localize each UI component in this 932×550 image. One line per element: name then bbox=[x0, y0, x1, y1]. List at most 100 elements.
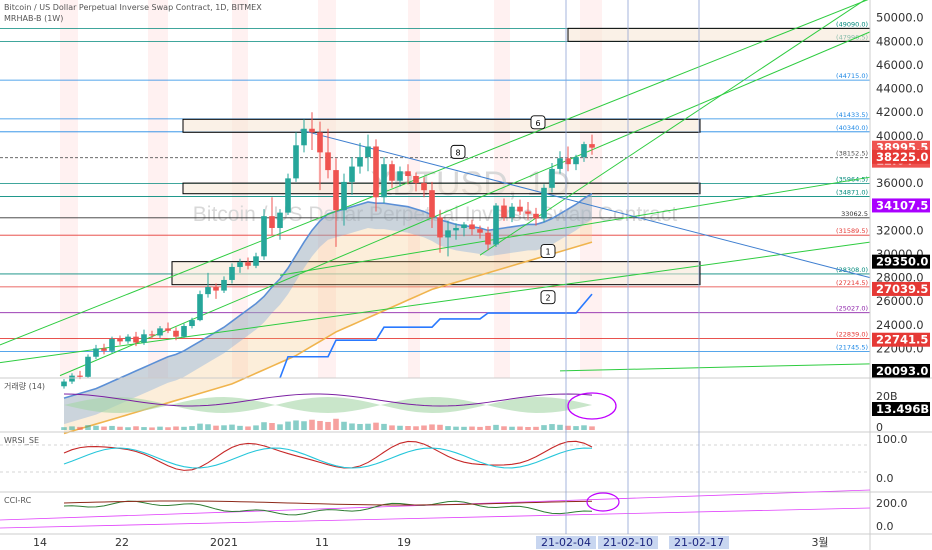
candle-3 bbox=[85, 354, 91, 378]
candle-body bbox=[413, 176, 419, 184]
volume-circle-mark bbox=[567, 392, 617, 420]
candle-body bbox=[197, 294, 203, 321]
volume-flag-bg bbox=[872, 402, 930, 416]
candle-29 bbox=[293, 132, 299, 182]
candle-body bbox=[141, 334, 147, 343]
volume-bar bbox=[589, 426, 595, 430]
candle-body bbox=[509, 206, 515, 218]
time-highlight-bg bbox=[598, 536, 658, 549]
time-label-6: 3월 bbox=[811, 536, 828, 549]
volume-bar bbox=[205, 424, 211, 430]
price-flag-text: 22741.5 bbox=[876, 333, 928, 347]
cci-tick-1: 0.0 bbox=[876, 520, 894, 533]
candle-body bbox=[477, 229, 483, 233]
candle-56 bbox=[509, 203, 515, 223]
candle-36 bbox=[349, 157, 355, 195]
candle-body bbox=[325, 152, 331, 171]
time-label-0: 14 bbox=[33, 536, 47, 549]
level-label-0: (49090.0) bbox=[836, 20, 868, 28]
candle-26 bbox=[269, 197, 275, 236]
time-highlight-2: 21-02-17 bbox=[669, 0, 729, 549]
candle-body bbox=[269, 216, 275, 228]
volume-bar bbox=[381, 423, 387, 430]
volume-bar bbox=[261, 422, 267, 430]
price-flag-text: 34107.5 bbox=[876, 198, 928, 212]
ema-band bbox=[64, 193, 592, 434]
candle-60 bbox=[541, 184, 547, 223]
candle-18 bbox=[205, 272, 211, 298]
candle-body bbox=[133, 336, 139, 343]
volume-signal bbox=[63, 393, 593, 407]
volume-bar bbox=[229, 424, 235, 430]
candle-6 bbox=[109, 336, 115, 354]
level-label-5: (38152.5) bbox=[836, 150, 868, 158]
candle-37 bbox=[357, 142, 363, 174]
volume-flag-text: 13.496B bbox=[876, 402, 929, 416]
price-flag-2: 38225.0 bbox=[872, 149, 930, 164]
volume-bar bbox=[517, 426, 523, 430]
price-tick-11: 42000.0 bbox=[876, 105, 924, 119]
zone-box-3 bbox=[567, 27, 871, 42]
wrsi-label: WRSI_SE bbox=[4, 436, 39, 445]
candle-55 bbox=[501, 198, 507, 221]
candle-1 bbox=[69, 373, 75, 384]
series-line-ema-fast bbox=[63, 193, 593, 399]
callout-box bbox=[450, 144, 466, 159]
candle-body bbox=[565, 158, 571, 165]
price-flag-text: 29350.0 bbox=[876, 255, 928, 269]
candle-body bbox=[117, 339, 123, 342]
green-trendline-5 bbox=[559, 363, 871, 372]
volume-bar bbox=[525, 426, 531, 430]
candle-51 bbox=[469, 219, 475, 236]
candle-32 bbox=[317, 121, 323, 191]
volume-bar bbox=[277, 424, 283, 430]
candle-25 bbox=[261, 209, 267, 260]
level-label-11: (27214.5) bbox=[836, 279, 868, 287]
candle-21 bbox=[229, 263, 235, 284]
volume-bar bbox=[557, 424, 563, 430]
cci-trend-1 bbox=[0, 507, 871, 529]
volume-bar bbox=[573, 426, 579, 430]
volume-bar bbox=[333, 418, 339, 430]
candle-63 bbox=[565, 146, 571, 172]
candle-49 bbox=[453, 223, 459, 240]
candle-body bbox=[181, 326, 187, 337]
volume-bar bbox=[301, 421, 307, 430]
candle-48 bbox=[445, 220, 451, 257]
candle-body bbox=[429, 190, 435, 218]
candle-16 bbox=[189, 317, 195, 329]
price-tick-4: 28000.0 bbox=[876, 271, 924, 285]
volume-bar bbox=[69, 426, 75, 430]
candle-40 bbox=[381, 157, 387, 204]
zones bbox=[171, 27, 871, 286]
candles bbox=[61, 112, 595, 389]
wrsi-panel: WRSI_SE 100.0 0.0 bbox=[0, 433, 908, 485]
candle-body bbox=[253, 256, 259, 266]
price-flag-7: 20093.0 bbox=[872, 363, 930, 378]
volume-bar bbox=[477, 426, 483, 430]
volume-label: 거래량 (14) bbox=[4, 381, 45, 391]
candle-24 bbox=[253, 252, 259, 269]
volume-panel: 거래량 (14) 20B 0 13.496B bbox=[4, 381, 930, 434]
candle-body bbox=[285, 178, 291, 213]
candle-59 bbox=[533, 207, 539, 226]
candle-19 bbox=[213, 283, 219, 299]
candle-52 bbox=[477, 225, 483, 239]
candle-body bbox=[205, 287, 211, 295]
price-flag-bg bbox=[872, 281, 930, 296]
volume-bar bbox=[77, 426, 83, 430]
candle-body bbox=[237, 262, 243, 267]
cci-tick-0: 200.0 bbox=[876, 497, 908, 510]
volume-bar bbox=[197, 423, 203, 430]
candle-body bbox=[229, 266, 235, 280]
candle-body bbox=[109, 339, 115, 351]
volume-bar bbox=[109, 425, 115, 430]
volume-bar bbox=[165, 427, 171, 430]
candle-46 bbox=[429, 181, 435, 228]
price-flag-bg bbox=[872, 332, 930, 347]
price-tick-13: 46000.0 bbox=[876, 58, 924, 72]
candle-body bbox=[341, 181, 347, 211]
candle-30 bbox=[301, 119, 307, 153]
candle-body bbox=[101, 348, 107, 351]
